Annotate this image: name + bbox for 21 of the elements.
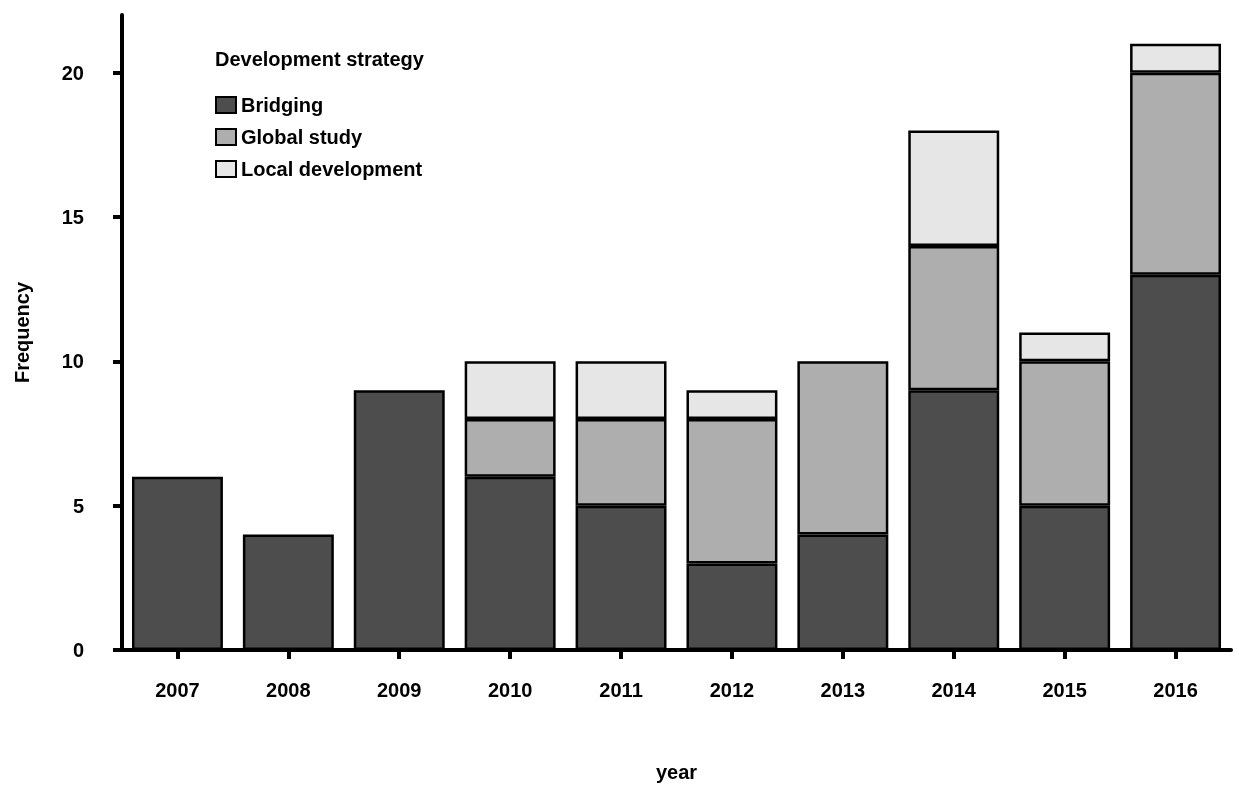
x-tick-label: 2009	[377, 679, 422, 701]
y-tick-label: 0	[72, 639, 84, 661]
x-tick-label: 2012	[709, 679, 755, 701]
legend-title: Development strategy	[215, 48, 425, 70]
legend-label: Global study	[241, 126, 363, 148]
y-tick-label: 15	[61, 206, 84, 229]
legend-label: Local development	[241, 158, 423, 180]
x-axis-title: year	[655, 761, 698, 783]
y-tick-label: 10	[61, 350, 84, 373]
legend-label: Bridging	[241, 94, 324, 116]
y-axis-title: Frequency	[11, 281, 33, 384]
x-tick-label: 2010	[487, 679, 533, 701]
x-tick-label: 2016	[1153, 679, 1198, 701]
x-tick-label: 2008	[266, 679, 311, 701]
x-tick-label: 2014	[931, 679, 977, 701]
y-tick-label: 5	[72, 494, 84, 517]
x-tick-label: 2007	[155, 679, 200, 701]
x-tick-label: 2011	[599, 679, 643, 701]
y-tick-label: 20	[61, 61, 84, 84]
x-tick-label: 2013	[820, 679, 866, 701]
x-tick-label: 2015	[1042, 679, 1087, 701]
